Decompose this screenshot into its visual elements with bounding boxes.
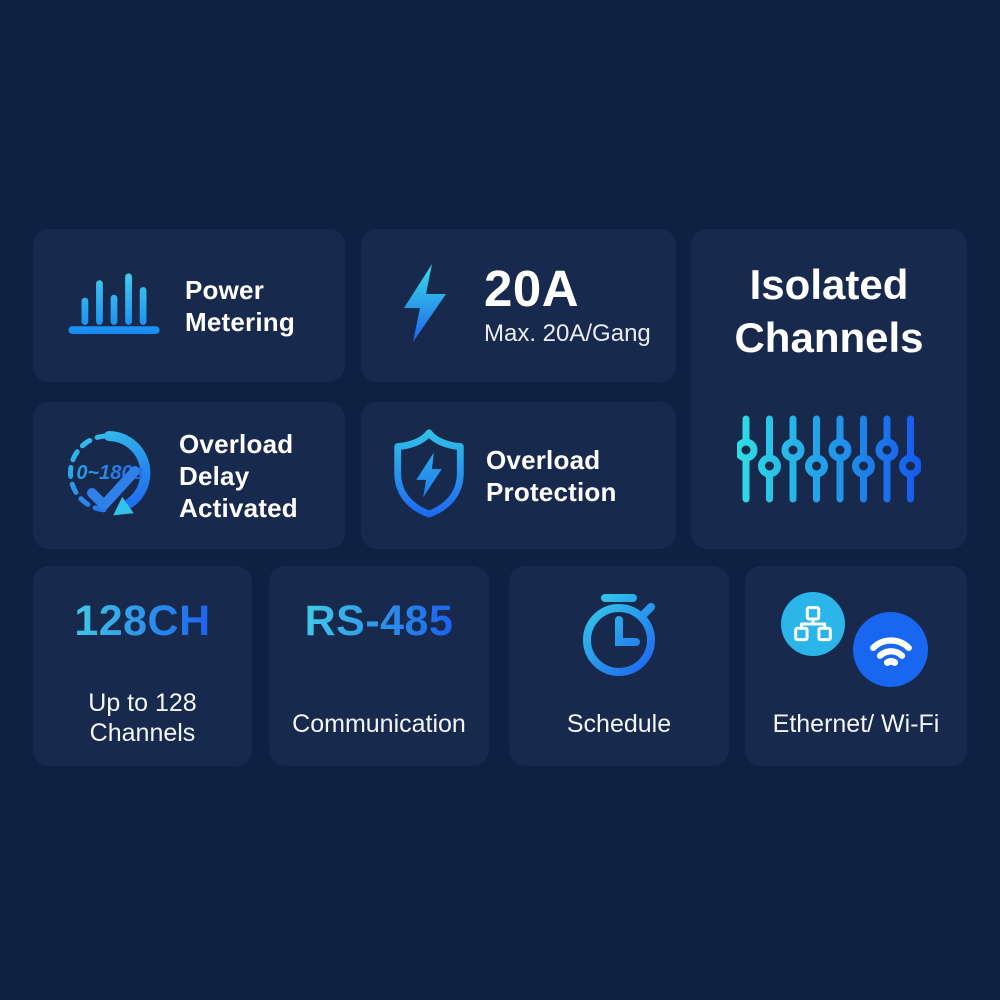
card-connectivity: Ethernet/ Wi-Fi <box>745 566 967 766</box>
connectivity-badges <box>745 566 967 696</box>
overload-protection-title: Overload Protection <box>486 444 617 507</box>
card-isolated-channels: Isolated Channels <box>691 229 967 549</box>
bar-chart-icon <box>67 271 161 340</box>
schedule-label: Schedule <box>566 710 672 738</box>
card-channels: 128CH Up to 128 Channels <box>33 566 252 766</box>
card-schedule: Schedule <box>509 566 729 766</box>
communication-value: RS-485 <box>304 597 454 645</box>
communication-label: Communication <box>292 710 466 738</box>
channels-label: Up to 128 Channels <box>88 689 197 747</box>
card-communication: RS-485 Communication <box>269 566 489 766</box>
overload-delay-title: Overload Delay Activated <box>179 428 298 523</box>
max-current-subtitle: Max. 20A/Gang <box>484 320 651 347</box>
isolated-channels-title: Isolated Channels <box>734 261 924 361</box>
channels-value: 128CH <box>74 597 211 645</box>
lightning-bolt-icon <box>400 264 448 347</box>
card-overload-protection: Overload Protection <box>361 402 676 549</box>
power-metering-title: Power Metering <box>185 274 295 337</box>
max-current-value: 20A <box>484 260 580 317</box>
shield-lightning-icon <box>387 428 471 523</box>
ethernet-network-icon <box>781 592 845 656</box>
wifi-icon <box>853 612 928 687</box>
connectivity-label: Ethernet/ Wi-Fi <box>772 710 940 738</box>
delay-timer-icon: 0~180s <box>59 421 159 530</box>
card-max-current: 20A Max. 20A/Gang <box>361 229 676 382</box>
stopwatch-icon <box>577 592 661 681</box>
card-power-metering: Power Metering <box>33 229 345 382</box>
card-overload-delay: 0~180s Overload Delay Activated <box>33 402 345 549</box>
equalizer-sliders-icon <box>734 414 922 509</box>
